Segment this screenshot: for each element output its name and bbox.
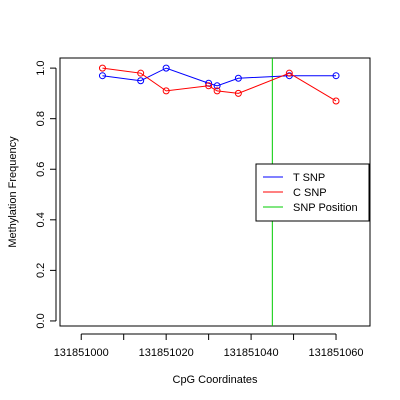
data-point-t-snp: [213, 82, 221, 90]
legend: T SNP C SNP SNP Position: [255, 163, 370, 222]
y-tick-label: 0.4: [35, 212, 47, 227]
x-tick-label: 131851000: [54, 347, 109, 359]
x-tick-label: 131851060: [308, 347, 363, 359]
plot-frame: [59, 57, 371, 327]
x-tick-label: 131851020: [139, 347, 194, 359]
y-tick-label: 0.0: [35, 313, 47, 328]
data-point-t-snp: [234, 74, 242, 82]
series-line-c-snp: [102, 67, 337, 102]
x-axis-title: CpG Coordinates: [173, 374, 258, 386]
legend-label-t-snp: T SNP: [293, 172, 325, 184]
legend-label-snp-position: SNP Position: [293, 202, 358, 214]
series-layer: [98, 64, 340, 105]
y-axis: 0.0 0.2 0.4 0.6 0.8 1.0: [35, 60, 57, 329]
x-tick-label: 131851040: [224, 347, 279, 359]
y-axis-title: Methylation Frequency: [7, 136, 19, 248]
data-point-c-snp: [285, 69, 293, 77]
data-point-c-snp: [205, 82, 213, 90]
y-tick-label: 0.2: [35, 263, 47, 278]
data-point-t-snp: [98, 72, 106, 80]
data-point-t-snp: [162, 64, 170, 72]
legend-label-c-snp: C SNP: [293, 187, 327, 199]
data-point-c-snp: [332, 97, 340, 105]
data-point-c-snp: [213, 87, 221, 95]
data-point-c-snp: [98, 64, 106, 72]
y-tick-label: 0.8: [35, 111, 47, 126]
data-point-t-snp: [137, 77, 145, 85]
data-point-c-snp: [162, 87, 170, 95]
data-point-t-snp: [332, 72, 340, 80]
x-axis: 131851000 131851020 131851040 131851060: [54, 333, 364, 359]
data-point-c-snp: [234, 89, 242, 97]
data-point-c-snp: [137, 69, 145, 77]
y-tick-label: 1.0: [35, 60, 47, 75]
y-tick-label: 0.6: [35, 162, 47, 177]
